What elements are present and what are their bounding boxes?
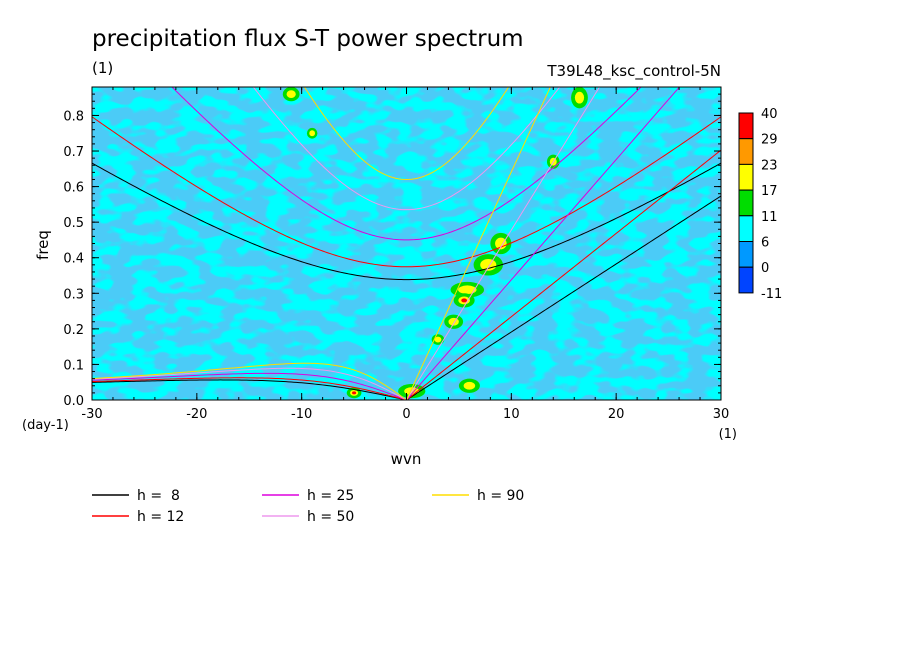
- field-blob-core: [463, 381, 476, 390]
- legend-label: h = 12: [137, 509, 184, 525]
- field-low-contours: [92, 87, 721, 400]
- chart-subtitle-right: T39L48_ksc_control-5N: [546, 62, 721, 81]
- chart-title: precipitation flux S-T power spectrum: [92, 26, 524, 52]
- colorbar-label: 6: [761, 236, 769, 251]
- colorbar-swatch: [738, 138, 754, 165]
- inertia-gravity-curve: [171, 87, 642, 241]
- field-blob-core: [309, 130, 316, 137]
- x-tick-label: 20: [608, 407, 625, 422]
- kelvin-wave-curve: [406, 195, 721, 400]
- inertia-gravity-curve: [92, 116, 721, 268]
- colorbar-label: 0: [761, 261, 769, 276]
- x-axis: -30 -20 -10 0 10 20 30: [81, 87, 729, 422]
- legend-label: h = 25: [307, 488, 354, 504]
- colorbar: 40 29 23 17 11 6 0 -11: [738, 107, 782, 302]
- legend-label: h = 50: [307, 509, 354, 525]
- x-tick-label: 0: [402, 407, 410, 422]
- colorbar-swatch: [738, 163, 754, 191]
- colorbar-label: 11: [761, 210, 778, 225]
- rossby-wave-curve: [92, 377, 407, 400]
- plot-area: [92, 87, 721, 400]
- legend: h = 8 h = 12 h = 25 h = 50 h = 90: [92, 488, 524, 525]
- kelvin-wave-curve: [406, 87, 681, 400]
- x-tick-label: -20: [186, 407, 207, 422]
- rossby-wave-curve: [92, 379, 407, 400]
- x-tick-label: 10: [503, 407, 520, 422]
- field-blob-peak: [352, 391, 357, 395]
- x-axis-unit: (1): [719, 427, 737, 442]
- legend-label: h = 8: [137, 488, 180, 504]
- y-tick-label: 0.5: [63, 216, 84, 231]
- y-tick-label: 0.7: [63, 145, 84, 160]
- chart-subtitle-left: (1): [92, 59, 113, 77]
- rossby-wave-curve: [92, 362, 407, 400]
- colorbar-label: 17: [761, 184, 778, 199]
- field-blob-core: [574, 91, 585, 104]
- colorbar-swatch: [738, 112, 754, 140]
- inertia-gravity-curve: [303, 87, 510, 181]
- rossby-wave-curve: [92, 367, 407, 400]
- kelvin-wave-curve: [406, 149, 721, 400]
- y-tick-label: 0.6: [63, 181, 84, 196]
- y-axis: 0.0 0.1 0.2 0.3 0.4 0.5 0.6 0.7 0.8: [63, 86, 721, 409]
- y-tick-label: 0.1: [63, 358, 84, 373]
- colorbar-label: 29: [761, 133, 778, 148]
- colorbar-label: 23: [761, 158, 778, 173]
- dispersion-curves: [92, 87, 721, 400]
- x-tick-label: -30: [81, 407, 102, 422]
- colorbar-label: -11: [761, 287, 782, 302]
- field-blob-peak: [461, 298, 468, 303]
- colorbar-swatch: [738, 241, 754, 268]
- colorbar-swatch: [738, 189, 754, 217]
- y-axis-unit: (day-1): [22, 418, 69, 433]
- field-blob-core: [448, 317, 459, 326]
- x-axis-label: wvn: [391, 450, 422, 468]
- field-blob-core: [458, 285, 477, 295]
- y-tick-label: 0.8: [63, 109, 84, 124]
- inertia-gravity-curve: [92, 162, 721, 281]
- field-blob-core: [434, 336, 442, 343]
- y-tick-label: 0.0: [63, 394, 84, 409]
- colorbar-label: 40: [761, 107, 778, 122]
- inertia-gravity-curve: [252, 87, 561, 211]
- rossby-wave-curve: [92, 372, 407, 400]
- colorbar-swatch: [738, 215, 754, 243]
- kelvin-wave-curve: [406, 87, 601, 400]
- y-tick-label: 0.4: [63, 252, 84, 267]
- y-axis-label: freq: [34, 230, 52, 260]
- x-tick-label: -10: [291, 407, 312, 422]
- legend-label: h = 90: [477, 488, 524, 504]
- colorbar-swatch: [738, 266, 754, 294]
- kelvin-wave-curve: [406, 87, 551, 400]
- y-tick-label: 0.3: [63, 287, 84, 302]
- field-blob-core: [286, 90, 296, 99]
- x-tick-label: 30: [713, 407, 730, 422]
- y-tick-label: 0.2: [63, 323, 84, 338]
